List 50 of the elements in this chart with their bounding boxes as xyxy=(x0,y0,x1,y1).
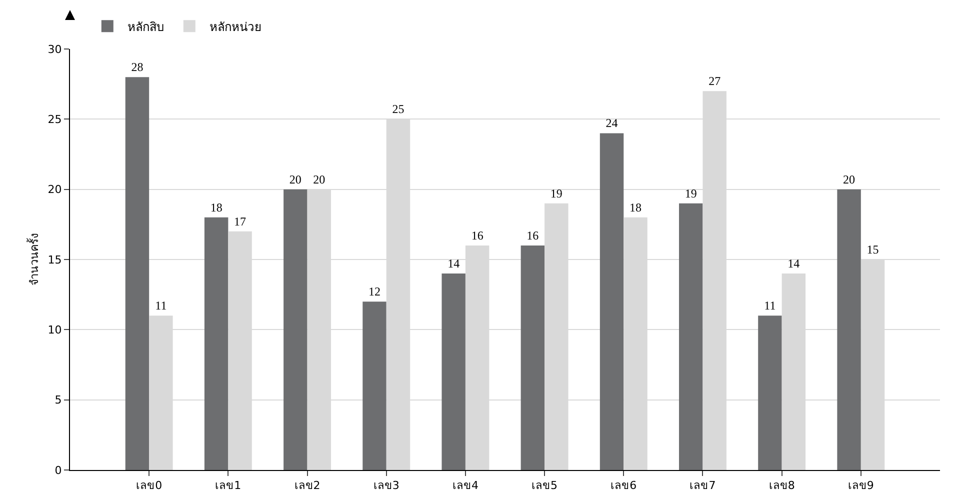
bar xyxy=(520,245,545,470)
legend-label: หลักหน่วย xyxy=(209,20,262,34)
x-tick-label: เลข5 xyxy=(532,479,558,492)
bar xyxy=(362,302,386,470)
x-tick-label: เลข6 xyxy=(610,479,637,492)
data-label: 25 xyxy=(392,102,404,116)
data-label: 20 xyxy=(289,172,302,186)
legend-label: หลักสิบ xyxy=(127,20,164,34)
data-label: 19 xyxy=(684,186,697,200)
data-label: 24 xyxy=(606,116,618,130)
data-label: 11 xyxy=(155,298,167,313)
data-label: 19 xyxy=(550,186,562,200)
y-tick-label: 25 xyxy=(48,113,62,126)
y-tick-label: 0 xyxy=(54,464,62,477)
bar xyxy=(125,77,150,470)
bar xyxy=(204,217,228,470)
data-label: 12 xyxy=(368,284,380,299)
x-tick-label: เลข4 xyxy=(452,479,478,492)
x-tick-label: เลข1 xyxy=(215,479,242,492)
data-label: 14 xyxy=(448,256,460,271)
data-label: 14 xyxy=(788,256,800,271)
y-tick-label: 30 xyxy=(48,42,62,56)
bar xyxy=(600,133,624,470)
data-label: 16 xyxy=(471,228,484,242)
data-label: 28 xyxy=(131,60,144,74)
x-tick-label: เลข8 xyxy=(768,479,795,492)
data-label: 20 xyxy=(843,172,856,186)
bar xyxy=(758,316,782,470)
x-tick-label: เลข7 xyxy=(690,479,716,492)
data-label: 18 xyxy=(630,200,642,214)
y-tick-label: 5 xyxy=(54,394,62,407)
bar xyxy=(442,274,466,470)
bar xyxy=(284,189,308,470)
y-tick-label: 15 xyxy=(48,253,62,266)
x-tick-label: เลข0 xyxy=(136,479,162,492)
bar xyxy=(679,203,703,470)
data-label: 15 xyxy=(866,242,879,256)
data-label: 16 xyxy=(526,228,539,242)
x-tick-label: เลข9 xyxy=(848,479,874,492)
data-label: 11 xyxy=(764,298,776,313)
data-label: 18 xyxy=(210,200,222,214)
data-label: 17 xyxy=(234,214,246,228)
y-tick-label: 10 xyxy=(48,324,62,337)
bar xyxy=(837,189,861,470)
y-axis-title: จำนวนครั้ง xyxy=(26,234,41,286)
y-tick-label: 20 xyxy=(48,183,62,196)
x-tick-label: เลข3 xyxy=(373,479,400,492)
x-tick-label: เลข2 xyxy=(294,479,320,492)
data-label: 20 xyxy=(313,172,326,186)
data-label: 27 xyxy=(708,74,721,88)
